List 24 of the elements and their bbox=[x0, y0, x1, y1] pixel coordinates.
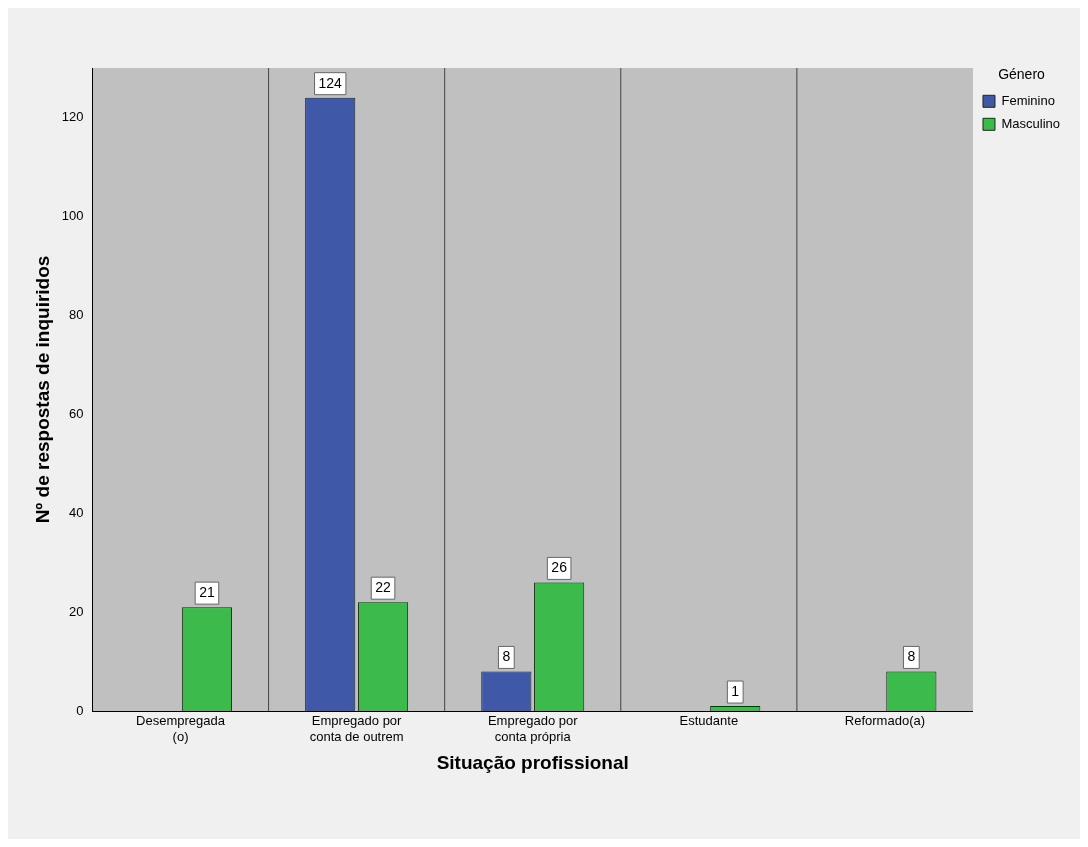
data-label: 22 bbox=[375, 579, 392, 596]
x-tick-label: Empregado por conta de outrem bbox=[309, 713, 404, 744]
legend-label: Masculino bbox=[1001, 115, 1061, 131]
y-tick-label: 20 bbox=[69, 603, 84, 619]
data-label: 8 bbox=[907, 648, 916, 665]
data-label: 1 bbox=[731, 682, 740, 699]
legend-title: Género bbox=[998, 65, 1046, 82]
legend-label: Feminino bbox=[1001, 92, 1055, 108]
data-label: 21 bbox=[199, 583, 215, 600]
y-tick-label: 60 bbox=[69, 405, 84, 421]
y-tick-label: 120 bbox=[61, 109, 84, 125]
data-label: 124 bbox=[318, 74, 343, 91]
x-tick-label: Empregado por conta própria bbox=[487, 713, 579, 744]
y-axis-title: Nº de respostas de inquiridos bbox=[31, 255, 53, 524]
y-tick-label: 100 bbox=[61, 207, 84, 223]
y-tick-label: 0 bbox=[76, 702, 84, 718]
x-tick-label: Estudante bbox=[679, 713, 739, 729]
x-axis-title: Situação profissional bbox=[436, 751, 629, 773]
x-tick-label: Desempregada (o) bbox=[136, 713, 226, 744]
x-tick-label: Reformado(a) bbox=[844, 713, 926, 729]
y-tick-label: 80 bbox=[69, 306, 84, 322]
data-label: 8 bbox=[502, 648, 511, 665]
data-label: 26 bbox=[551, 559, 568, 576]
y-tick-label: 40 bbox=[69, 504, 84, 520]
